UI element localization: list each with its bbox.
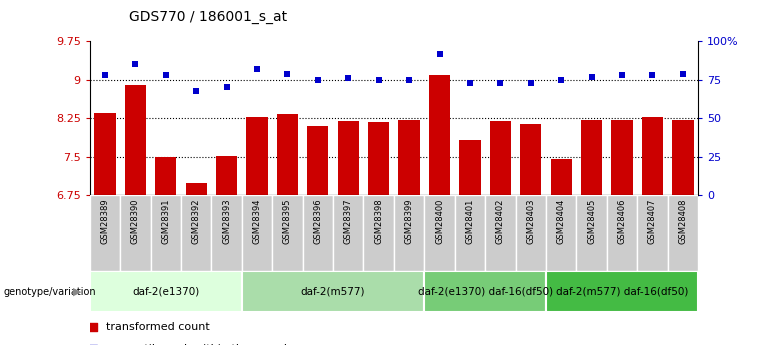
Text: GSM28394: GSM28394 [253, 199, 261, 244]
Bar [303, 195, 333, 271]
Bar [637, 195, 668, 271]
Text: GSM28401: GSM28401 [466, 199, 474, 244]
Bar [307, 126, 328, 195]
Bar [576, 195, 607, 271]
Point [220, 85, 232, 90]
Bar [277, 114, 298, 195]
Point [190, 88, 202, 93]
Text: GSM28397: GSM28397 [344, 199, 353, 244]
Bar [186, 183, 207, 195]
Text: GSM28391: GSM28391 [161, 199, 170, 244]
Text: GSM28407: GSM28407 [648, 199, 657, 244]
Bar [581, 120, 602, 195]
Point [129, 62, 142, 67]
Point [524, 80, 537, 86]
Text: GSM28404: GSM28404 [557, 199, 566, 244]
Bar [338, 121, 359, 195]
Bar [120, 195, 151, 271]
Bar [394, 195, 424, 271]
Bar [607, 195, 637, 271]
Text: GSM28390: GSM28390 [131, 199, 140, 244]
Bar [672, 120, 693, 195]
Bar [485, 195, 516, 271]
Text: GSM28402: GSM28402 [496, 199, 505, 244]
Point [676, 71, 689, 76]
Bar [246, 117, 268, 195]
Text: GSM28399: GSM28399 [405, 199, 413, 244]
Bar [546, 195, 576, 271]
Text: GSM28392: GSM28392 [192, 199, 200, 244]
Bar [516, 195, 546, 271]
Bar [551, 159, 572, 195]
Bar [424, 195, 455, 271]
Point [342, 76, 354, 81]
Point [463, 80, 476, 86]
Text: ▶: ▶ [73, 287, 82, 296]
Point [615, 72, 628, 78]
Bar [333, 195, 363, 271]
Bar [668, 195, 698, 271]
Bar [242, 271, 424, 312]
Point [372, 77, 385, 82]
Bar [520, 124, 541, 195]
Point [646, 72, 658, 78]
Text: GSM28393: GSM28393 [222, 199, 231, 244]
Text: GSM28408: GSM28408 [679, 199, 687, 244]
Text: GSM28389: GSM28389 [101, 199, 109, 244]
Bar [211, 195, 242, 271]
Text: GSM28406: GSM28406 [618, 199, 626, 244]
Text: GSM28403: GSM28403 [526, 199, 535, 244]
Bar [90, 271, 242, 312]
Bar [455, 195, 485, 271]
Point [433, 51, 445, 57]
Point [98, 72, 112, 78]
Point [494, 80, 506, 86]
Text: GSM28405: GSM28405 [587, 199, 596, 244]
Point [250, 66, 263, 72]
Point [281, 71, 293, 76]
Bar [459, 140, 480, 195]
Bar [90, 195, 120, 271]
Bar [424, 271, 546, 312]
Bar [155, 157, 176, 195]
Text: genotype/variation: genotype/variation [4, 287, 97, 296]
Bar [429, 75, 450, 195]
Point [159, 72, 172, 78]
Point [555, 77, 567, 82]
Point [87, 324, 100, 330]
Bar [490, 121, 511, 195]
Bar [242, 195, 272, 271]
Bar [151, 195, 181, 271]
Point [402, 77, 415, 82]
Bar [125, 85, 146, 195]
Bar [272, 195, 303, 271]
Text: GDS770 / 186001_s_at: GDS770 / 186001_s_at [129, 10, 287, 24]
Point [585, 74, 597, 79]
Text: daf-2(m577): daf-2(m577) [301, 287, 365, 296]
Bar [368, 122, 389, 195]
Bar [642, 117, 663, 195]
Bar [216, 156, 237, 195]
Bar [181, 195, 211, 271]
Text: GSM28400: GSM28400 [435, 199, 444, 244]
Point [311, 77, 324, 82]
Bar [612, 120, 633, 195]
Text: daf-2(e1370) daf-16(df50): daf-2(e1370) daf-16(df50) [417, 287, 553, 296]
Text: GSM28396: GSM28396 [314, 199, 322, 244]
Bar [94, 113, 115, 195]
Text: GSM28395: GSM28395 [283, 199, 292, 244]
Bar [363, 195, 394, 271]
Bar [546, 271, 698, 312]
Text: GSM28398: GSM28398 [374, 199, 383, 244]
Bar [399, 120, 420, 195]
Text: daf-2(m577) daf-16(df50): daf-2(m577) daf-16(df50) [556, 287, 688, 296]
Text: daf-2(e1370): daf-2(e1370) [132, 287, 200, 296]
Text: percentile rank within the sample: percentile rank within the sample [106, 344, 294, 345]
Text: transformed count: transformed count [106, 322, 210, 332]
